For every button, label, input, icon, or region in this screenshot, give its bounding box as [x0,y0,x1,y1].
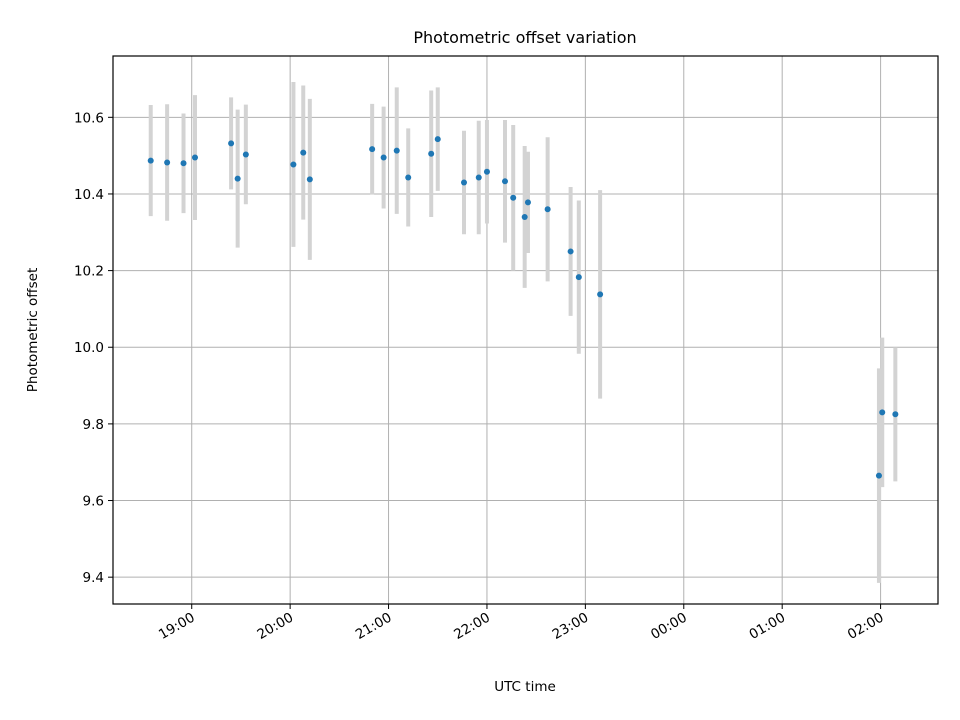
y-tick-label: 10.0 [74,340,104,356]
data-point [192,154,199,161]
data-point [234,175,241,182]
data-point [434,136,441,143]
y-tick-label: 10.6 [74,110,104,126]
data-point [228,140,235,147]
data-point [544,206,551,213]
chart-title: Photometric offset variation [413,28,636,47]
data-point [300,149,307,156]
data-point [575,274,582,281]
data-point [147,157,154,164]
data-point [164,159,171,166]
data-point [242,151,249,158]
y-tick-label: 10.2 [74,264,104,280]
y-axis-ticks: 9.4 9.6 9.8 10.0 10.2 10.4 10.6 [74,110,113,586]
y-tick-label: 9.6 [83,494,104,510]
data-point [567,248,574,255]
data-point [306,176,313,183]
data-point [369,146,376,153]
y-axis-label: Photometric offset [25,268,41,392]
data-point [510,194,517,201]
y-tick-label: 10.4 [74,187,104,203]
data-point [524,199,531,206]
plot-frame [112,55,939,605]
data-point [597,291,604,298]
data-point [475,174,482,181]
data-point [521,213,528,220]
data-point [405,174,412,181]
x-axis-label: UTC time [494,679,556,695]
data-point [483,168,490,175]
y-tick-label: 9.4 [83,570,104,586]
data-point [393,147,400,154]
y-tick-label: 9.8 [83,417,104,433]
data-point [290,161,297,168]
data-point [460,179,467,186]
data-point [380,154,387,161]
data-point [892,411,899,418]
data-point [428,150,435,157]
data-point [180,160,187,167]
data-point [879,409,886,416]
data-points [147,136,899,479]
data-point [501,178,508,185]
data-point [875,472,882,479]
